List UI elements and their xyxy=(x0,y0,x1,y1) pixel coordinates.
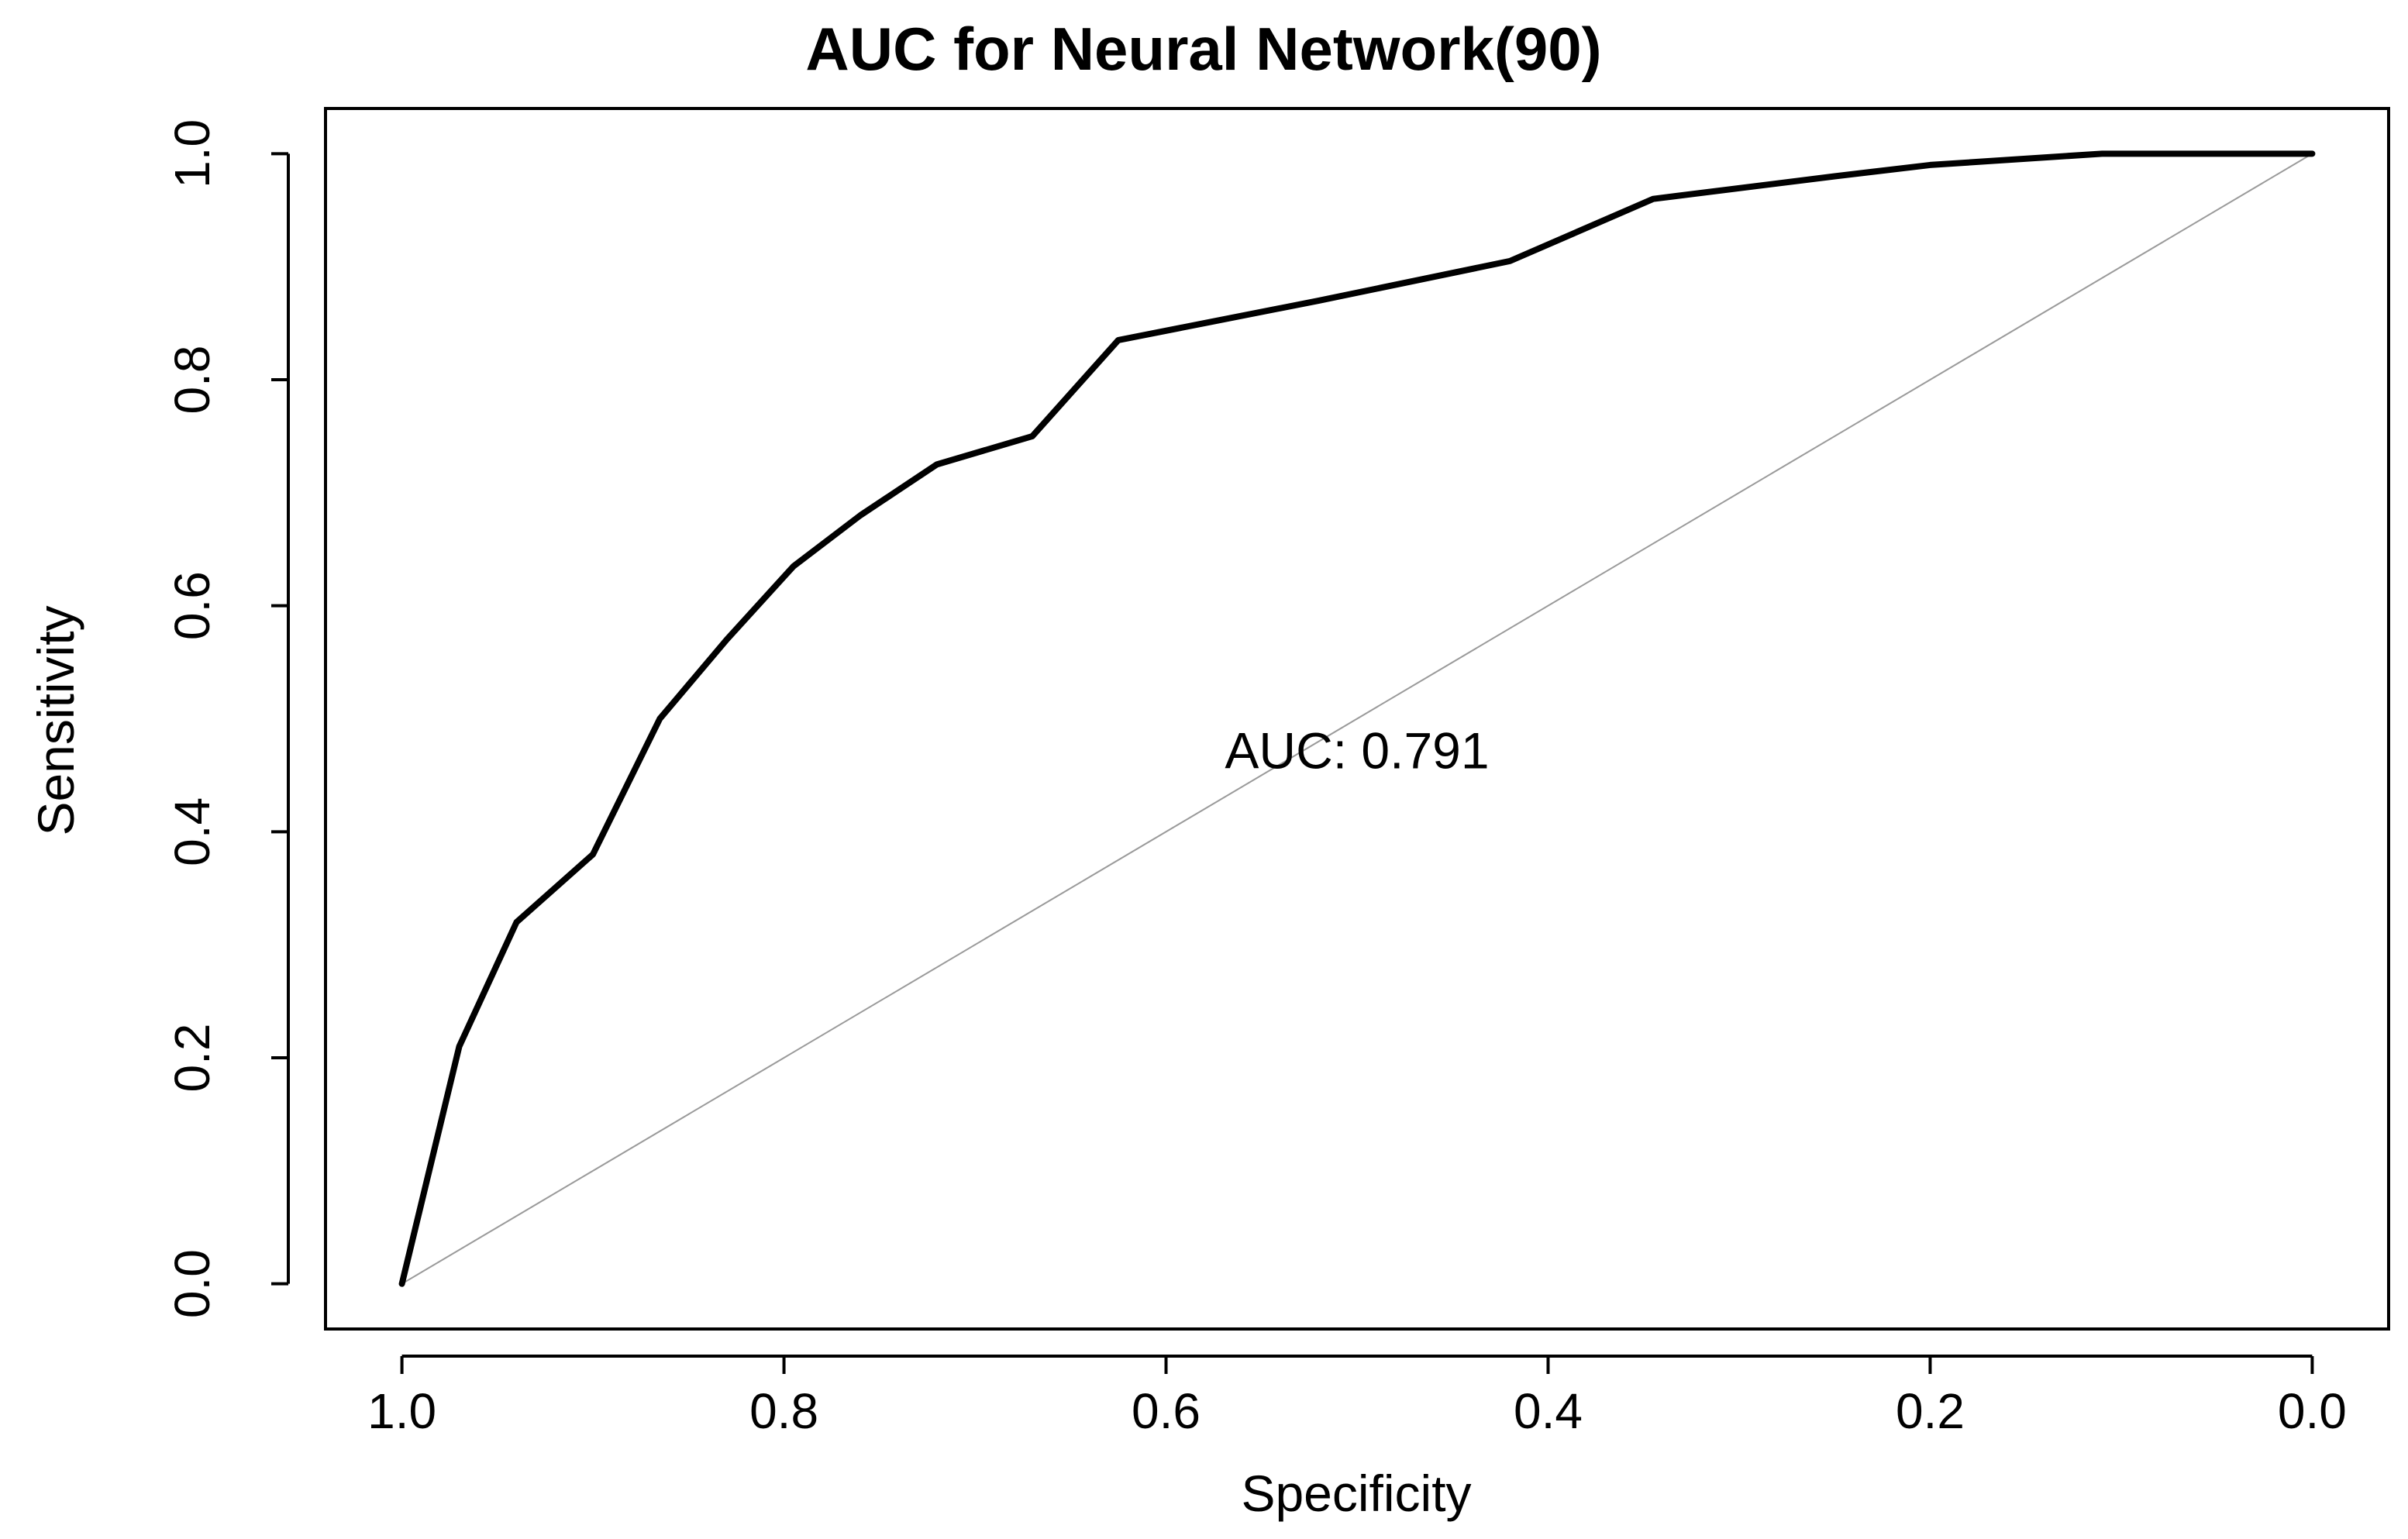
x-tick-label: 0.0 xyxy=(2278,1383,2347,1439)
chart-title: AUC for Neural Network(90) xyxy=(805,15,1601,83)
x-tick-label: 0.2 xyxy=(1896,1383,1965,1439)
x-tick-label: 0.4 xyxy=(1514,1383,1583,1439)
y-tick-label: 0.6 xyxy=(164,571,220,640)
y-tick-label: 0.8 xyxy=(164,346,220,415)
x-tick-label: 0.6 xyxy=(1132,1383,1201,1439)
y-axis: 0.0 0.2 0.4 0.6 0.8 1.0 xyxy=(164,119,290,1318)
y-tick-label: 0.4 xyxy=(164,797,220,866)
y-tick-label: 0.0 xyxy=(164,1249,220,1318)
reference-diagonal-line xyxy=(401,153,2313,1285)
roc-curve-line xyxy=(398,150,2316,1287)
y-axis-title: Sensitivity xyxy=(27,605,84,835)
y-tick-label: 1.0 xyxy=(164,119,220,188)
auc-annotation: AUC: 0.791 xyxy=(1225,721,1489,779)
plot-frame xyxy=(324,107,2390,1331)
x-axis-title: Specificity xyxy=(1241,1465,1471,1522)
plot-area: AUC: 0.791 xyxy=(324,107,2390,1331)
x-tick-label: 1.0 xyxy=(367,1383,436,1439)
x-axis: 1.0 0.8 0.6 0.4 0.2 0.0 xyxy=(367,1355,2347,1439)
x-tick-label: 0.8 xyxy=(749,1383,818,1439)
y-tick-label: 0.2 xyxy=(164,1024,220,1093)
